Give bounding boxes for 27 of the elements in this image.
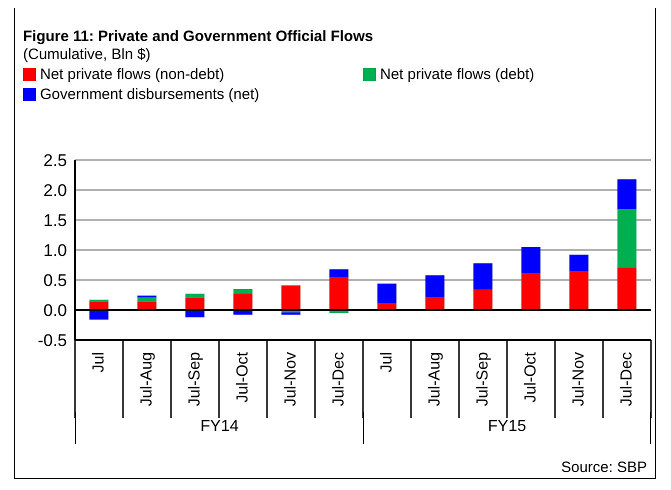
- legend-label: Net private flows (non-debt): [40, 66, 224, 82]
- source-note: Source: SBP: [561, 459, 647, 476]
- y-tick-label: 1.5: [43, 211, 67, 230]
- y-tick-label: 2.0: [43, 181, 67, 200]
- x-tick-label: Jul: [90, 352, 108, 372]
- x-tick-label: Jul-Dec: [330, 352, 348, 406]
- chart-title: Figure 11: Private and Government Official Flows: [23, 28, 374, 45]
- x-tick-label: Jul-Sep: [474, 352, 492, 406]
- x-tick-label: Jul-Sep: [186, 352, 204, 406]
- x-tick-label: Jul-Oct: [234, 351, 252, 403]
- x-tick-label: Jul: [378, 352, 396, 372]
- x-tick-label: Jul-Nov: [570, 352, 588, 406]
- legend-label: Government disbursements (net): [40, 86, 260, 102]
- x-tick-label: Jul-Nov: [282, 352, 300, 406]
- text: FY14: [75, 412, 363, 444]
- x-tick-label: Jul-Aug: [426, 352, 444, 406]
- y-tick-label: 0.5: [43, 271, 67, 290]
- y-tick-label: 0.0: [43, 301, 67, 320]
- text: FY15: [363, 412, 651, 444]
- x-tick-label: Jul-Dec: [618, 352, 636, 406]
- y-tick-label: -0.5: [38, 331, 67, 350]
- y-tick-label: 1.0: [43, 241, 67, 260]
- legend-label: Net private flows (debt): [380, 66, 534, 82]
- chart-subtitle: (Cumulative, Bln $): [23, 46, 152, 63]
- x-tick-label: Jul-Oct: [522, 351, 540, 403]
- x-tick-label: Jul-Aug: [138, 352, 156, 406]
- y-tick-label: 2.5: [43, 151, 67, 170]
